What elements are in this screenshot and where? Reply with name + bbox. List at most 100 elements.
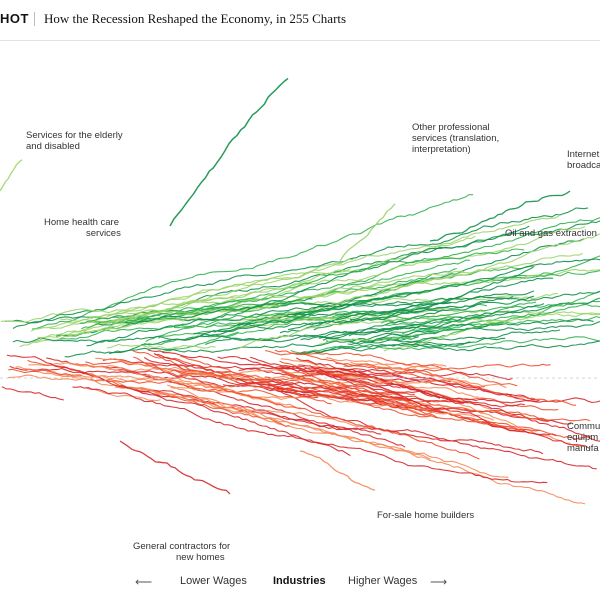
industry-line bbox=[235, 317, 365, 350]
industry-line bbox=[89, 252, 583, 320]
industry-line bbox=[127, 387, 382, 435]
industry-line bbox=[293, 302, 600, 320]
label-home-health: Home health care bbox=[44, 217, 119, 228]
industry-line bbox=[279, 314, 353, 334]
top-bar: HOT How the Recession Reshaped the Econo… bbox=[0, 0, 600, 41]
industry-line bbox=[287, 309, 443, 331]
industry-line bbox=[37, 235, 476, 339]
industry-line bbox=[318, 303, 545, 339]
industry-line bbox=[296, 357, 451, 383]
industry-line bbox=[299, 450, 376, 491]
industry-line bbox=[85, 387, 161, 402]
industry-line bbox=[318, 379, 524, 433]
section-brand[interactable]: HOT bbox=[0, 11, 29, 26]
industry-line bbox=[264, 386, 525, 408]
industry-line bbox=[106, 343, 216, 350]
label-other-professional-3: interpretation) bbox=[412, 144, 471, 155]
industry-line bbox=[250, 356, 590, 449]
industry-line bbox=[145, 217, 600, 343]
industry-line bbox=[315, 336, 414, 347]
industry-line bbox=[6, 354, 351, 457]
industry-line bbox=[217, 355, 401, 389]
industry-line bbox=[133, 356, 480, 460]
industry-line bbox=[293, 340, 600, 355]
industry-line bbox=[281, 371, 432, 416]
industry-line bbox=[56, 291, 600, 337]
industry-line bbox=[429, 190, 571, 242]
industry-line bbox=[381, 300, 600, 339]
industry-line bbox=[59, 270, 600, 340]
label-communications: Commu bbox=[567, 421, 600, 432]
industry-line bbox=[122, 220, 600, 322]
industry-line bbox=[250, 233, 600, 323]
label-general-contractors: General contractors for bbox=[133, 541, 230, 552]
industry-line bbox=[222, 383, 592, 440]
label-home-health-2: services bbox=[86, 228, 121, 239]
arrow-right-icon: ⟶ bbox=[430, 575, 448, 589]
wage-axis: ⟵ Lower Wages Industries Higher Wages ⟶ bbox=[0, 571, 600, 593]
label-internet-2: broadca bbox=[567, 160, 600, 171]
industry-line bbox=[72, 386, 548, 484]
axis-lower-wages: Lower Wages bbox=[180, 575, 247, 587]
industry-line bbox=[119, 440, 231, 495]
industry-line bbox=[12, 318, 594, 343]
industry-line bbox=[213, 363, 551, 381]
industry-line bbox=[370, 329, 561, 344]
industry-line bbox=[313, 266, 534, 331]
label-general-contractors-2: new homes bbox=[176, 552, 225, 563]
label-elderly-services-2: and disabled bbox=[26, 141, 80, 152]
industry-line bbox=[86, 225, 530, 347]
industry-line bbox=[339, 203, 396, 262]
axis-industries: Industries bbox=[273, 575, 326, 587]
industry-line bbox=[120, 384, 544, 455]
label-internet: Internet bbox=[567, 149, 600, 160]
industry-lines bbox=[0, 77, 600, 505]
industry-line bbox=[69, 363, 222, 388]
industry-line bbox=[279, 360, 352, 380]
industry-line bbox=[325, 357, 507, 389]
industry-line bbox=[130, 387, 431, 460]
industry-line bbox=[12, 207, 589, 329]
industry-line bbox=[411, 337, 506, 348]
industry-line bbox=[349, 277, 554, 322]
label-forsale-builders: For-sale home builders bbox=[377, 510, 474, 521]
label-oil-gas: Oil and gas extraction bbox=[505, 228, 597, 239]
industry-line bbox=[67, 267, 351, 337]
industry-line bbox=[98, 298, 313, 326]
industry-line bbox=[278, 369, 439, 419]
industry-line bbox=[349, 361, 443, 370]
header-divider bbox=[34, 12, 35, 26]
industry-line bbox=[147, 349, 356, 376]
industry-line bbox=[387, 321, 501, 341]
industry-line bbox=[302, 360, 493, 410]
industry-line bbox=[180, 355, 332, 405]
industry-line bbox=[193, 290, 424, 335]
industries-line-chart: Services for the elderly and disabled Ho… bbox=[0, 77, 600, 563]
industry-line bbox=[383, 319, 507, 352]
label-other-professional: Other professional bbox=[412, 122, 490, 133]
industry-line bbox=[93, 270, 465, 332]
industry-line bbox=[0, 159, 23, 192]
industry-line bbox=[8, 368, 82, 377]
industry-line bbox=[8, 373, 467, 386]
industry-line bbox=[64, 320, 600, 358]
industry-line bbox=[112, 248, 525, 325]
industry-line bbox=[1, 386, 64, 401]
label-elderly-services: Services for the elderly bbox=[26, 130, 123, 141]
industry-line bbox=[102, 358, 600, 404]
label-communications-3: manufa bbox=[567, 443, 599, 454]
industry-line bbox=[32, 225, 586, 343]
industry-line bbox=[343, 368, 540, 402]
industry-line bbox=[169, 77, 289, 227]
industry-line bbox=[290, 336, 600, 355]
industry-line bbox=[90, 378, 412, 402]
axis-higher-wages: Higher Wages bbox=[348, 575, 418, 587]
headline-link[interactable]: How the Recession Reshaped the Economy, … bbox=[44, 11, 347, 26]
arrow-left-icon: ⟵ bbox=[135, 575, 153, 589]
label-communications-2: equipm bbox=[567, 432, 598, 443]
industry-line bbox=[274, 349, 518, 387]
industry-line bbox=[31, 194, 474, 330]
industry-line bbox=[214, 238, 585, 333]
label-other-professional-2: services (translation, bbox=[412, 133, 499, 144]
industry-line bbox=[244, 308, 600, 321]
